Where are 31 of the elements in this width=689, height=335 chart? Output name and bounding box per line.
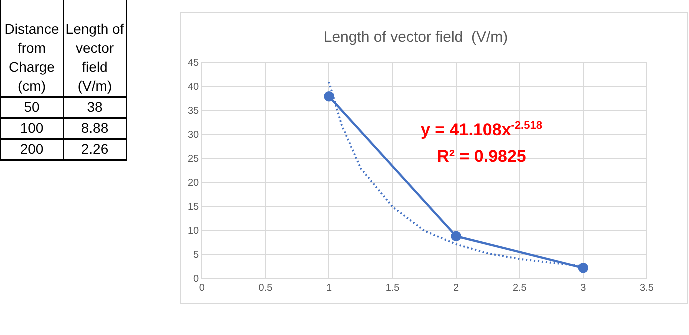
y-tick-label: 10 [188,226,200,237]
point [578,263,589,274]
y-tick-label: 45 [188,58,200,69]
y-tick-label: 30 [188,130,200,141]
x-tick-label: 3 [580,282,587,294]
x-tick-label: 0.5 [258,282,274,294]
y-tick-label: 0 [194,274,200,285]
chart-title: Length of vector field (V/m) [324,29,508,46]
y-tick-label: 35 [188,106,200,117]
x-tick-label: 2 [454,282,460,294]
y-tick-label: 15 [188,202,200,213]
y-tick-label: 40 [188,82,200,93]
y-tick-label: 25 [188,154,200,165]
x-tick-label: 1 [326,282,332,294]
text: 50 [0,97,64,118]
point [451,231,462,242]
annotation: y = 41.108x$^{-2.518}$ [421,119,542,142]
text: 8.88 [64,118,126,139]
x-tick-label: 2.5 [512,282,528,294]
text: Length of vector field (V/m) [64,0,126,97]
x-tick-label: 3.5 [640,282,654,294]
annotation: R² = 0.9825 [436,146,528,168]
text: 200 [0,139,64,160]
y-tick-label: 20 [188,178,200,189]
text: 100 [0,118,64,139]
x-tick-label: 1.5 [386,282,400,294]
y-tick-label: 5 [194,250,200,261]
point [324,92,334,102]
text: 38 [64,97,126,118]
text: Distance from Charge (cm) [0,0,64,97]
text: 2.26 [64,139,126,160]
